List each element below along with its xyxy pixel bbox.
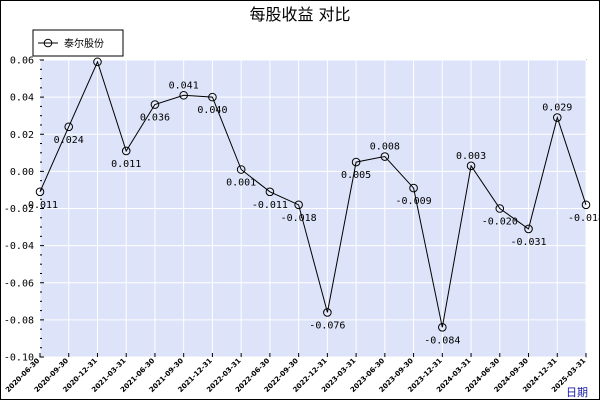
data-label: 0.036 xyxy=(140,113,170,124)
data-point-marker xyxy=(466,161,476,171)
data-point-marker xyxy=(409,183,418,193)
data-label: 0.005 xyxy=(341,170,371,181)
data-label: -0.018 xyxy=(281,213,317,224)
legend-entry-label: 泰尔股份 xyxy=(64,37,104,50)
data-point-marker xyxy=(294,200,303,210)
data-label: -0.009 xyxy=(396,196,432,207)
data-point-marker xyxy=(581,200,591,210)
grid-lines xyxy=(39,59,587,358)
data-point-marker xyxy=(351,157,361,167)
data-point-marker xyxy=(93,57,102,67)
legend-marker-icon xyxy=(43,38,53,48)
y-tick-label: 0.06 xyxy=(10,56,34,67)
y-tick-label: -0.10 xyxy=(4,353,34,364)
data-point-marker xyxy=(150,100,160,109)
data-point-marker xyxy=(64,122,74,132)
chart-title: 每股收益 对比 xyxy=(249,5,350,24)
data-labels: -0.011 0.024 0.011 0.036 0.041 0.040 0.001 -0.0… xyxy=(22,80,600,346)
data-label: -0.031 xyxy=(510,237,546,248)
data-label: -0.011 xyxy=(22,200,58,211)
data-label: -0.076 xyxy=(309,320,345,331)
series-line-泰尔股份 xyxy=(39,60,587,328)
data-label: -0.011 xyxy=(252,200,288,211)
data-label: 0.041 xyxy=(169,80,199,91)
data-point-marker xyxy=(380,152,390,161)
data-label: 0.008 xyxy=(370,142,400,153)
data-point-marker xyxy=(524,224,533,234)
data-label: 0.001 xyxy=(226,178,256,189)
data-point-marker xyxy=(495,204,505,213)
y-tick-label: 0.02 xyxy=(10,130,34,141)
data-point-marker xyxy=(208,92,217,102)
data-label: -0.018 xyxy=(568,213,600,224)
data-label: 0.003 xyxy=(456,151,486,162)
y-axis: 0.06 0.04 0.02 0.00 -0.02 -0.04 -0.06 -0.08 -0.1… xyxy=(4,56,44,364)
data-label: -0.020 xyxy=(482,217,518,228)
data-point-marker xyxy=(35,187,45,197)
data-point-marker xyxy=(179,90,188,100)
y-tick-label: -0.06 xyxy=(4,278,34,289)
legend: 泰尔股份 xyxy=(32,29,124,57)
y-tick-label: 0.04 xyxy=(10,93,34,104)
data-label: 0.040 xyxy=(197,105,227,116)
x-axis-corner-label: 日期 xyxy=(566,386,588,399)
data-label: -0.084 xyxy=(424,335,460,346)
y-tick-label: -0.02 xyxy=(4,204,34,215)
y-tick-label: -0.04 xyxy=(4,241,34,252)
data-label: 0.029 xyxy=(542,103,572,114)
y-tick-label: -0.08 xyxy=(4,315,34,326)
data-point-marker xyxy=(265,187,275,197)
data-point-marker xyxy=(552,113,562,122)
data-point-marker xyxy=(438,323,447,332)
data-point-marker xyxy=(323,308,332,317)
data-point-marker xyxy=(236,165,246,174)
data-label: 0.024 xyxy=(54,135,84,146)
data-points xyxy=(35,57,591,332)
data-label: 0.011 xyxy=(111,159,141,170)
y-tick-label: 0.00 xyxy=(10,167,34,178)
data-point-marker xyxy=(121,146,131,156)
